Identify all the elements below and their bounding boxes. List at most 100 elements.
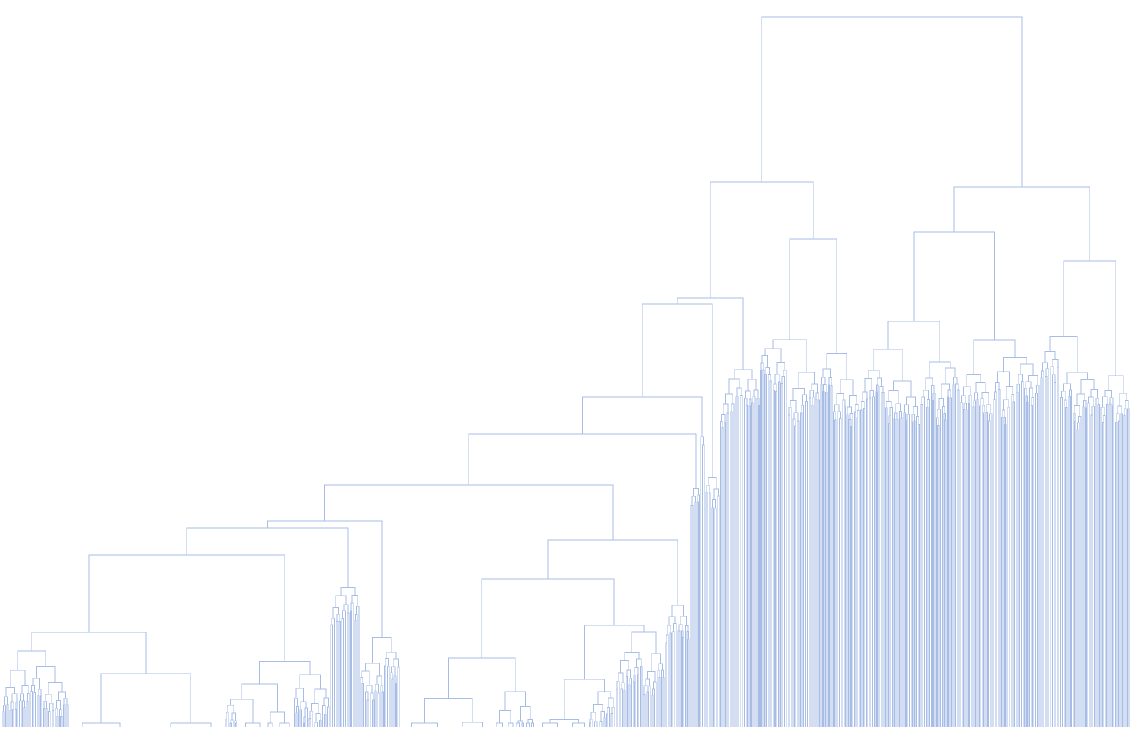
- dendrogram-link: [696, 501, 699, 727]
- dendrogram-link: [245, 722, 261, 727]
- dendrogram-link: [1035, 392, 1038, 727]
- dendrogram-link: [623, 689, 626, 727]
- dendrogram-link: [10, 701, 14, 711]
- dendrogram-link: [662, 677, 665, 727]
- dendrogram-link: [678, 624, 683, 632]
- dendrogram-link: [926, 406, 929, 727]
- dendrogram-link: [1080, 379, 1095, 394]
- dendrogram-link: [617, 672, 624, 683]
- dendrogram-link: [900, 417, 903, 727]
- dendrogram-link: [632, 681, 635, 727]
- dendrogram-link: [849, 413, 854, 727]
- dendrogram-link: [629, 677, 633, 727]
- dendrogram-link: [481, 578, 615, 659]
- dendrogram-link: [837, 411, 841, 727]
- dendrogram-link: [947, 389, 952, 399]
- dendrogram-link: [607, 697, 614, 708]
- dendrogram-link: [780, 382, 784, 727]
- dendrogram-link: [963, 386, 971, 396]
- dendrogram-link: [391, 666, 396, 676]
- dendrogram-link: [1120, 413, 1123, 727]
- dendrogram-link: [1040, 377, 1043, 727]
- dendrogram-link: [671, 604, 685, 617]
- dendrogram-link: [170, 722, 212, 727]
- dendrogram-link: [714, 507, 717, 727]
- dendrogram-link: [820, 383, 823, 727]
- dendrogram-link: [725, 393, 734, 405]
- dendrogram-link: [796, 420, 800, 727]
- dendrogram-link: [647, 671, 656, 683]
- dendrogram-link: [308, 718, 312, 727]
- dendrogram-link: [1109, 397, 1114, 406]
- dendrogram-link: [361, 670, 370, 686]
- dendrogram-link: [966, 374, 982, 387]
- dendrogram-link: [751, 402, 754, 727]
- dendrogram-link: [694, 501, 697, 727]
- dendrogram-link: [1003, 417, 1006, 727]
- dendrogram-link: [811, 404, 814, 727]
- dendrogram-link: [965, 409, 968, 727]
- dendrogram-link: [994, 391, 998, 727]
- dendrogram-link: [374, 683, 379, 693]
- dendrogram-link: [88, 554, 286, 662]
- dendrogram-link: [498, 710, 512, 723]
- dendrogram-link: [648, 685, 651, 727]
- dendrogram-link: [1100, 406, 1105, 727]
- dendrogram-link: [764, 373, 767, 727]
- dendrogram-link: [885, 400, 892, 408]
- dendrogram-link: [594, 721, 598, 727]
- dendrogram-link: [1065, 407, 1068, 727]
- dendrogram-link: [521, 722, 524, 727]
- dendrogram-link: [1087, 402, 1090, 727]
- dendrogram-link: [1015, 391, 1019, 727]
- dendrogram-link: [335, 595, 347, 608]
- dendrogram-link: [646, 691, 649, 727]
- dendrogram-link: [677, 630, 681, 727]
- dendrogram-link: [956, 389, 960, 727]
- dendrogram-link: [606, 713, 609, 727]
- dendrogram-link: [721, 427, 724, 727]
- dendrogram-link: [336, 613, 341, 622]
- dendrogram-link: [868, 397, 872, 727]
- dendrogram-link: [762, 369, 765, 727]
- dendrogram-link: [653, 681, 657, 727]
- dendrogram-link: [910, 421, 913, 727]
- dendrogram-link: [805, 401, 808, 727]
- dendrogram-link: [589, 722, 592, 727]
- dendrogram-link: [1016, 383, 1020, 727]
- dendrogram-link: [294, 697, 298, 727]
- dendrogram-link: [15, 701, 19, 727]
- dendrogram-link: [988, 420, 991, 727]
- dendrogram-link: [860, 401, 865, 411]
- dendrogram-link: [48, 711, 51, 727]
- dendrogram-link: [231, 712, 236, 721]
- dendrogram-link: [392, 658, 399, 668]
- dendrogram-link: [3, 696, 9, 706]
- dendrogram-link: [643, 685, 648, 695]
- dendrogram-link: [867, 369, 880, 379]
- dendrogram-link: [702, 444, 705, 727]
- dendrogram-link: [928, 361, 951, 379]
- dendrogram-link: [279, 722, 290, 727]
- dendrogram-link: [906, 420, 909, 727]
- dendrogram-link: [600, 710, 605, 722]
- dendrogram-link: [872, 396, 875, 727]
- dendrogram-link: [752, 396, 756, 727]
- dendrogram-link: [836, 393, 845, 405]
- dendrogram-link: [1119, 392, 1128, 407]
- dendrogram-link: [229, 722, 232, 727]
- dendrogram-link: [778, 381, 781, 727]
- dendrogram-link: [938, 398, 945, 410]
- dendrogram-link: [1060, 397, 1063, 727]
- dendrogram-link: [854, 411, 857, 727]
- dendrogram-link: [839, 418, 842, 727]
- dendrogram-link: [748, 405, 751, 727]
- dendrogram-link: [343, 604, 349, 613]
- dendrogram-link: [26, 701, 29, 727]
- dendrogram-link: [1084, 407, 1088, 727]
- dendrogram-link: [393, 675, 397, 727]
- dendrogram-link: [789, 238, 838, 354]
- dendrogram-link: [331, 617, 335, 727]
- dendrogram-link: [906, 396, 916, 407]
- dendrogram-link: [628, 684, 631, 727]
